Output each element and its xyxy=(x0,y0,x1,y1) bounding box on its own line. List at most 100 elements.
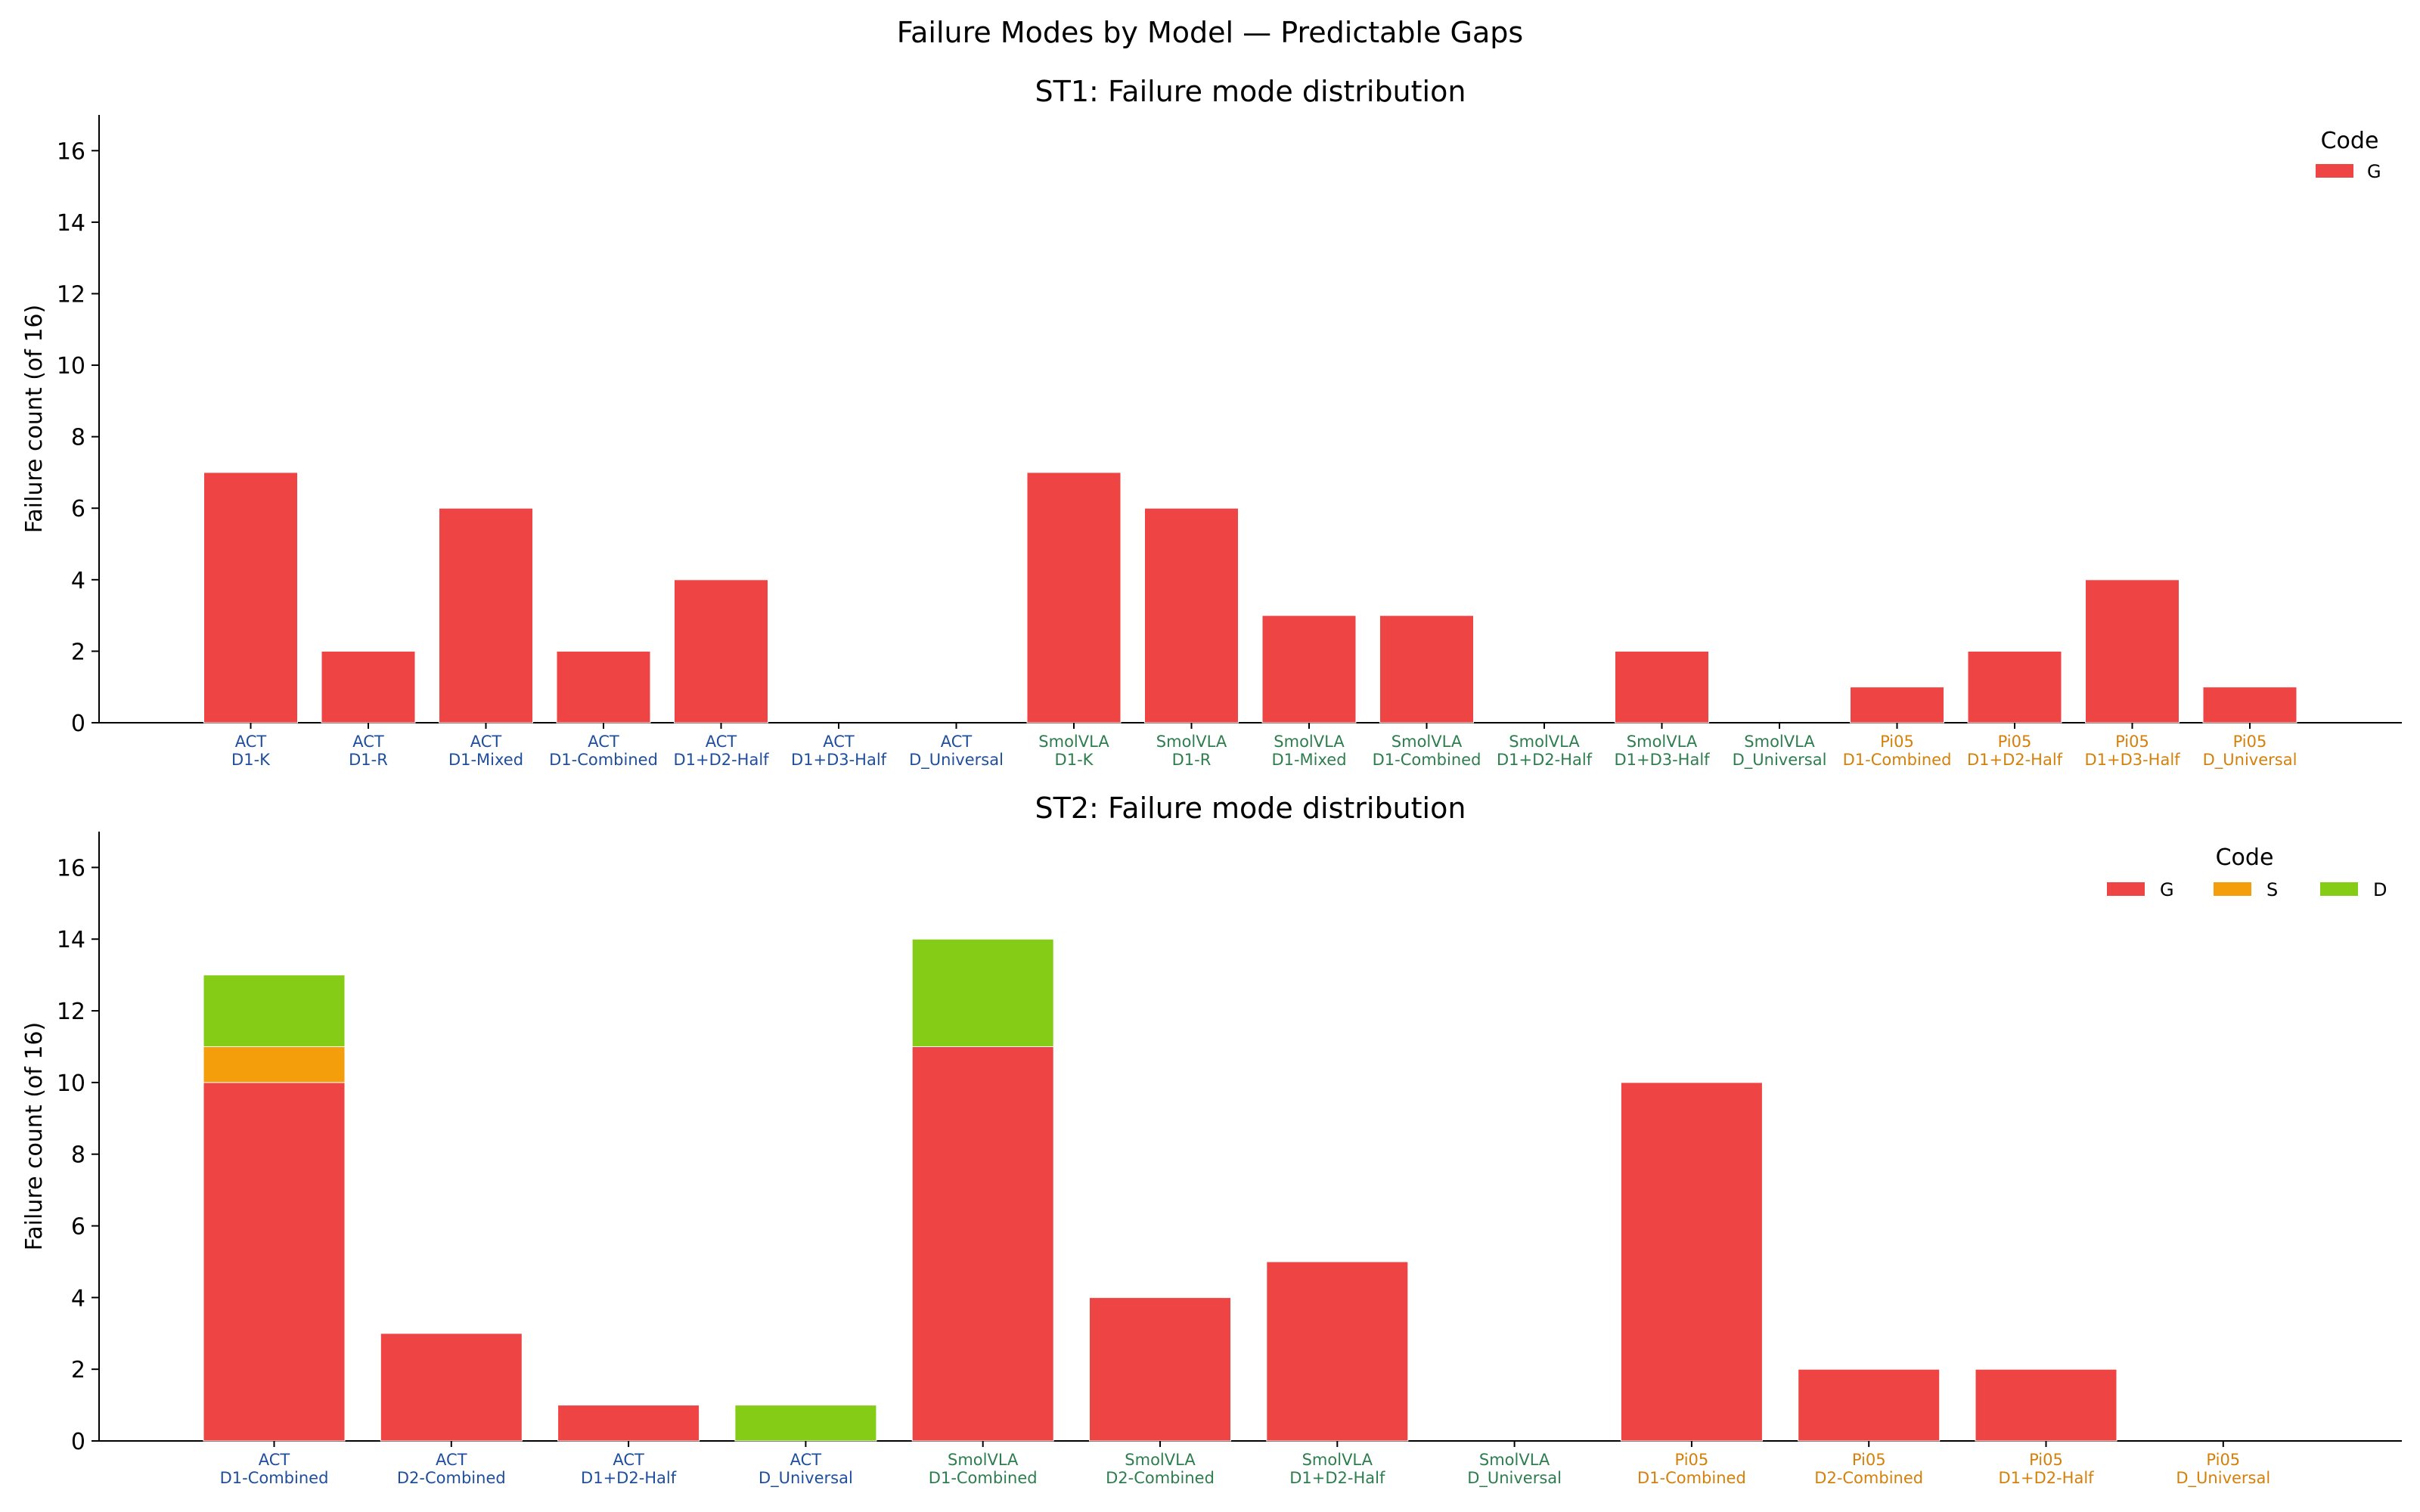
y-tick-label: 0 xyxy=(71,711,85,737)
bar-g xyxy=(1798,1368,1941,1442)
x-tick-dataset-label: D1+D2-Half xyxy=(1289,1469,1385,1487)
x-tick-dataset-label: D2-Combined xyxy=(397,1469,506,1487)
y-tick-label: 10 xyxy=(57,1070,85,1097)
x-tick-model-label: Pi05 xyxy=(2029,1451,2063,1469)
y-tick-label: 12 xyxy=(57,999,85,1025)
y-tick-label: 8 xyxy=(71,1142,85,1169)
bar-g xyxy=(1266,1261,1409,1442)
x-tick-model-label: SmolVLA xyxy=(1125,1451,1196,1469)
x-tick-model-label: Pi05 xyxy=(2206,1451,2240,1469)
x-tick-dataset-label: D1-Combined xyxy=(220,1469,329,1487)
bar-g xyxy=(2202,686,2297,723)
chart-st2: ST2: Failure mode distribution 0 2 4 6 8 10 12 1… xyxy=(21,792,2402,1488)
y-tick-label: 6 xyxy=(71,1214,85,1241)
bar-g xyxy=(321,650,416,723)
x-tick-model-label: SmolVLA xyxy=(948,1451,1019,1469)
x-tick-model-label: Pi05 xyxy=(1880,733,1914,751)
bar-g xyxy=(1026,472,1122,723)
x-tick-model-label: ACT xyxy=(436,1451,467,1469)
x-tick-dataset-label: D1-Combined xyxy=(929,1469,1038,1487)
bar-g xyxy=(1975,1368,2118,1442)
x-tick-model-label: SmolVLA xyxy=(1509,733,1580,751)
x-tick-model-label: Pi05 xyxy=(2115,733,2149,751)
x-tick-model-label: SmolVLA xyxy=(1302,1451,1373,1469)
x-tick-model-label: ACT xyxy=(470,733,502,751)
x-tick-model-label: SmolVLA xyxy=(1038,733,1109,751)
x-tick-model-label: ACT xyxy=(235,733,267,751)
bar-g xyxy=(1615,650,1709,723)
y-tick-label: 2 xyxy=(71,1357,85,1383)
bar-g xyxy=(1089,1297,1231,1442)
legend-title: Code xyxy=(2216,844,2274,871)
x-tick-model-label: SmolVLA xyxy=(1479,1451,1550,1469)
bar-g xyxy=(911,1046,1054,1442)
x-tick-dataset-label: D1+D2-Half xyxy=(1497,751,1593,769)
legend-swatch-d xyxy=(2320,882,2358,896)
bar-g xyxy=(380,1333,523,1442)
x-tick-dataset-label: D1-R xyxy=(1172,751,1212,769)
chart-st1: ST1: Failure mode distribution 0 2 4 6 8 10 12 1… xyxy=(21,75,2402,770)
legend-swatch-g xyxy=(2107,882,2145,896)
bar-s xyxy=(203,1046,346,1083)
x-tick-model-label: ACT xyxy=(706,733,737,751)
y-tick-label: 4 xyxy=(71,568,85,594)
bar-g xyxy=(2085,579,2180,723)
y-axis-label: Failure count (of 16) xyxy=(21,305,48,533)
x-tick-model-label: ACT xyxy=(790,1451,822,1469)
x-tick-model-label: ACT xyxy=(352,733,384,751)
bar-g xyxy=(203,472,298,723)
x-tick-model-label: ACT xyxy=(941,733,973,751)
x-tick-dataset-label: D1-Mixed xyxy=(1271,751,1346,769)
legend-title: Code xyxy=(2321,128,2379,154)
x-tick-model-label: Pi05 xyxy=(1852,1451,1886,1469)
y-tick-label: 10 xyxy=(57,353,85,380)
chart-title: ST2: Failure mode distribution xyxy=(1035,792,1466,825)
legend-label-g: G xyxy=(2160,879,2174,900)
x-tick-model-label: SmolVLA xyxy=(1156,733,1227,751)
legend-label-d: D xyxy=(2373,879,2387,900)
bar-g xyxy=(1967,650,2062,723)
figure-suptitle: Failure Modes by Model — Predictable Gap… xyxy=(897,16,1523,49)
x-tick-dataset-label: D1-Combined xyxy=(1373,751,1481,769)
y-axis-label: Failure count (of 16) xyxy=(21,1022,48,1250)
x-tick-dataset-label: D1+D2-Half xyxy=(673,751,769,769)
bar-g xyxy=(1261,615,1357,723)
x-tick-dataset-label: D1-Combined xyxy=(549,751,658,769)
x-tick-dataset-label: D1+D2-Half xyxy=(1967,751,2063,769)
bar-g xyxy=(1379,615,1474,723)
legend-label-g: G xyxy=(2367,161,2381,182)
x-tick-model-label: SmolVLA xyxy=(1392,733,1463,751)
x-tick-dataset-label: D2-Combined xyxy=(1814,1469,1923,1487)
x-tick-dataset-label: D_Universal xyxy=(1467,1469,1562,1488)
x-tick-model-label: ACT xyxy=(823,733,855,751)
x-tick-dataset-label: D1+D3-Half xyxy=(791,751,887,769)
x-tick-dataset-label: D_Universal xyxy=(909,751,1004,770)
bar-d xyxy=(203,974,346,1047)
y-tick-label: 14 xyxy=(57,210,85,237)
legend-swatch-s xyxy=(2214,882,2251,896)
y-tick-label: 6 xyxy=(71,496,85,522)
bar-d xyxy=(734,1405,877,1442)
x-tick-dataset-label: D1-Combined xyxy=(1637,1469,1746,1487)
x-tick-dataset-label: D1+D2-Half xyxy=(581,1469,677,1487)
y-tick-label: 8 xyxy=(71,425,85,451)
x-tick-model-label: SmolVLA xyxy=(1744,733,1815,751)
y-tick-label: 4 xyxy=(71,1285,85,1312)
y-tick-label: 16 xyxy=(57,138,85,165)
x-tick-dataset-label: D1-K xyxy=(1055,751,1094,769)
bar-d xyxy=(911,938,1054,1047)
bar-g xyxy=(557,1405,700,1442)
x-tick-dataset-label: D_Universal xyxy=(759,1469,853,1488)
chart-title: ST1: Failure mode distribution xyxy=(1035,75,1466,108)
bar-g xyxy=(674,579,768,723)
y-tick-label: 0 xyxy=(71,1429,85,1455)
bar-g xyxy=(1620,1082,1763,1442)
x-tick-dataset-label: D1+D3-Half xyxy=(1614,751,1710,769)
x-tick-model-label: Pi05 xyxy=(2233,733,2267,751)
x-tick-dataset-label: D2-Combined xyxy=(1106,1469,1215,1487)
x-tick-model-label: Pi05 xyxy=(1675,1451,1709,1469)
y-tick-label: 12 xyxy=(57,281,85,308)
x-tick-dataset-label: D1-Mixed xyxy=(448,751,523,769)
x-tick-dataset-label: D1-K xyxy=(231,751,271,769)
